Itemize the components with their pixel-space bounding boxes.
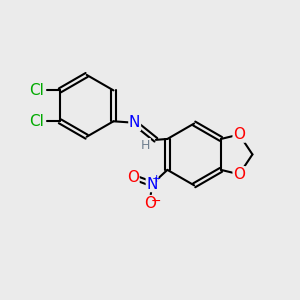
Text: Cl: Cl (29, 83, 44, 98)
Text: H: H (141, 139, 150, 152)
Text: O: O (144, 196, 156, 211)
Text: Cl: Cl (29, 114, 44, 129)
Text: N: N (129, 115, 140, 130)
Text: N: N (146, 176, 158, 191)
Text: O: O (233, 167, 245, 182)
Text: O: O (233, 127, 245, 142)
Text: O: O (127, 170, 139, 185)
Text: +: + (152, 174, 161, 184)
Text: −: − (151, 195, 161, 208)
